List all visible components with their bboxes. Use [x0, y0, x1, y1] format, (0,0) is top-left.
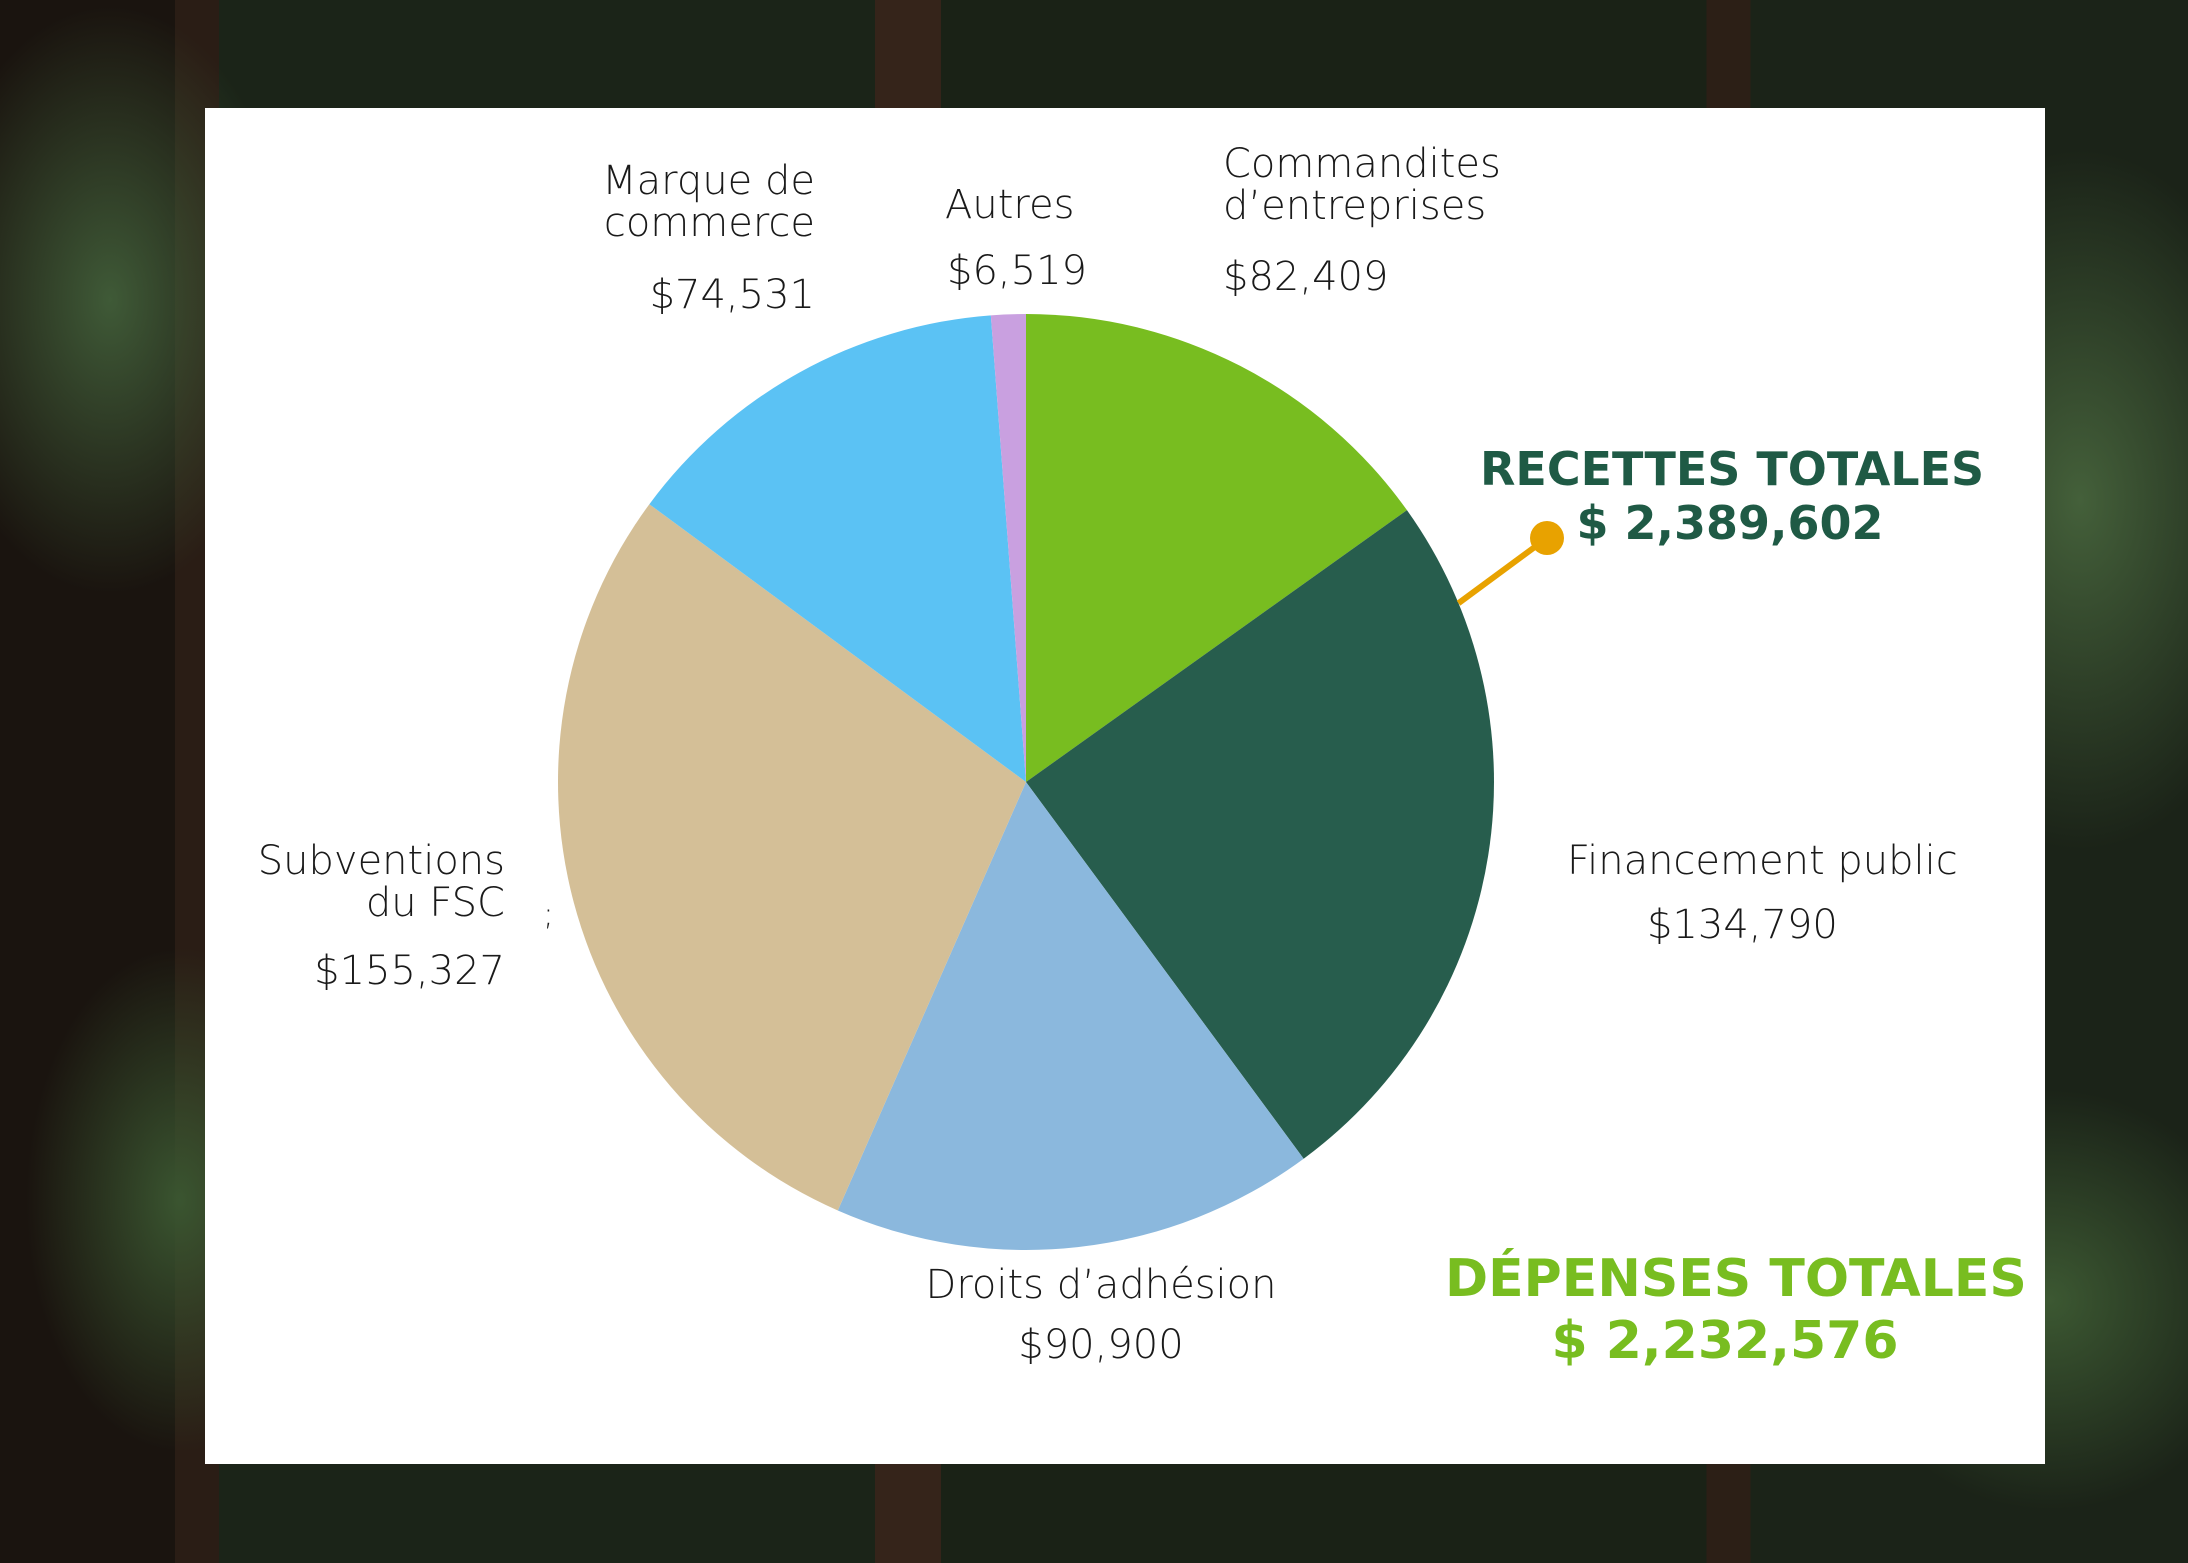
- value-autres: $6,519: [947, 248, 1087, 294]
- label-marque-line2: commerce: [603, 200, 815, 246]
- pie-slice-5: [990, 314, 1026, 782]
- pie-slice-1: [1026, 510, 1494, 1159]
- stray-mark: ;: [543, 895, 554, 933]
- value-financement: $134,790: [1647, 902, 1838, 948]
- value-commandites: $82,409: [1223, 254, 1389, 300]
- label-commandites: Commandites d’entreprises: [1223, 143, 1501, 227]
- pie-chart: [558, 314, 1564, 1250]
- revenue-total-amount: $ 2,389,602: [1576, 496, 1884, 550]
- pie-slice-0: [1026, 314, 1407, 782]
- chart-panel: Commandites d’entreprises $82,409 Autres…: [205, 108, 2045, 1464]
- label-subventions-line2: du FSC: [365, 880, 505, 926]
- value-droits: $90,900: [1018, 1322, 1184, 1368]
- label-marque-line1: Marque de: [602, 158, 815, 204]
- revenue-total: RECETTES TOTALES $ 2,389,602: [1480, 442, 1985, 550]
- label-commandites-line1: Commandites: [1223, 141, 1501, 187]
- label-commandites-line2: d’entreprises: [1223, 183, 1487, 229]
- expense-total-title: DÉPENSES TOTALES: [1445, 1249, 2027, 1309]
- pie-slice-3: [558, 504, 1026, 1211]
- label-subventions-line1: Subventions: [257, 838, 505, 884]
- expense-total-amount: $ 2,232,576: [1551, 1311, 1899, 1371]
- label-autres: Autres: [945, 182, 1075, 228]
- label-droits: Droits d’adhésion: [925, 1262, 1277, 1308]
- value-marque: $74,531: [649, 272, 815, 318]
- pie-slice-2: [837, 782, 1304, 1250]
- expense-total: DÉPENSES TOTALES $ 2,232,576: [1445, 1248, 2027, 1372]
- label-marque: Marque de commerce: [565, 160, 815, 244]
- pie-slice-4: [649, 315, 1026, 782]
- revenue-pointer-dot: [1530, 521, 1564, 555]
- revenue-pointer-line: [1456, 535, 1549, 606]
- value-subventions: $155,327: [314, 948, 505, 994]
- label-financement: Financement public: [1567, 838, 1958, 884]
- label-subventions: Subventions du FSC: [245, 840, 505, 924]
- revenue-total-title: RECETTES TOTALES: [1480, 442, 1985, 496]
